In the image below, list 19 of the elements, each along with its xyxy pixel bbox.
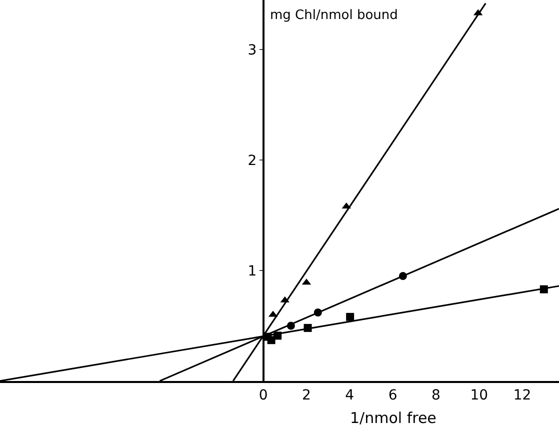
y-tick-label: 2 xyxy=(248,153,257,170)
y-axis-title: mg Chl/nmol bound xyxy=(270,8,398,23)
point xyxy=(314,308,322,316)
y-tick-label: 1 xyxy=(248,263,257,280)
x-tick-label: 0 xyxy=(258,388,268,404)
point xyxy=(286,322,295,330)
x-tick-label: 10 xyxy=(470,388,488,404)
point xyxy=(304,324,312,332)
point xyxy=(274,332,282,340)
y-tick-label: 3 xyxy=(248,42,257,59)
x-tick-label: 4 xyxy=(345,388,354,404)
point xyxy=(346,312,354,321)
x-tick-label: 2 xyxy=(302,388,311,404)
point xyxy=(540,285,548,294)
point xyxy=(398,272,407,280)
x-tick-label: 12 xyxy=(513,388,532,404)
x-axis-title: 1/nmol free xyxy=(350,409,436,427)
x-tick-label: 8 xyxy=(432,388,440,404)
x-tick-label: 6 xyxy=(388,388,398,404)
